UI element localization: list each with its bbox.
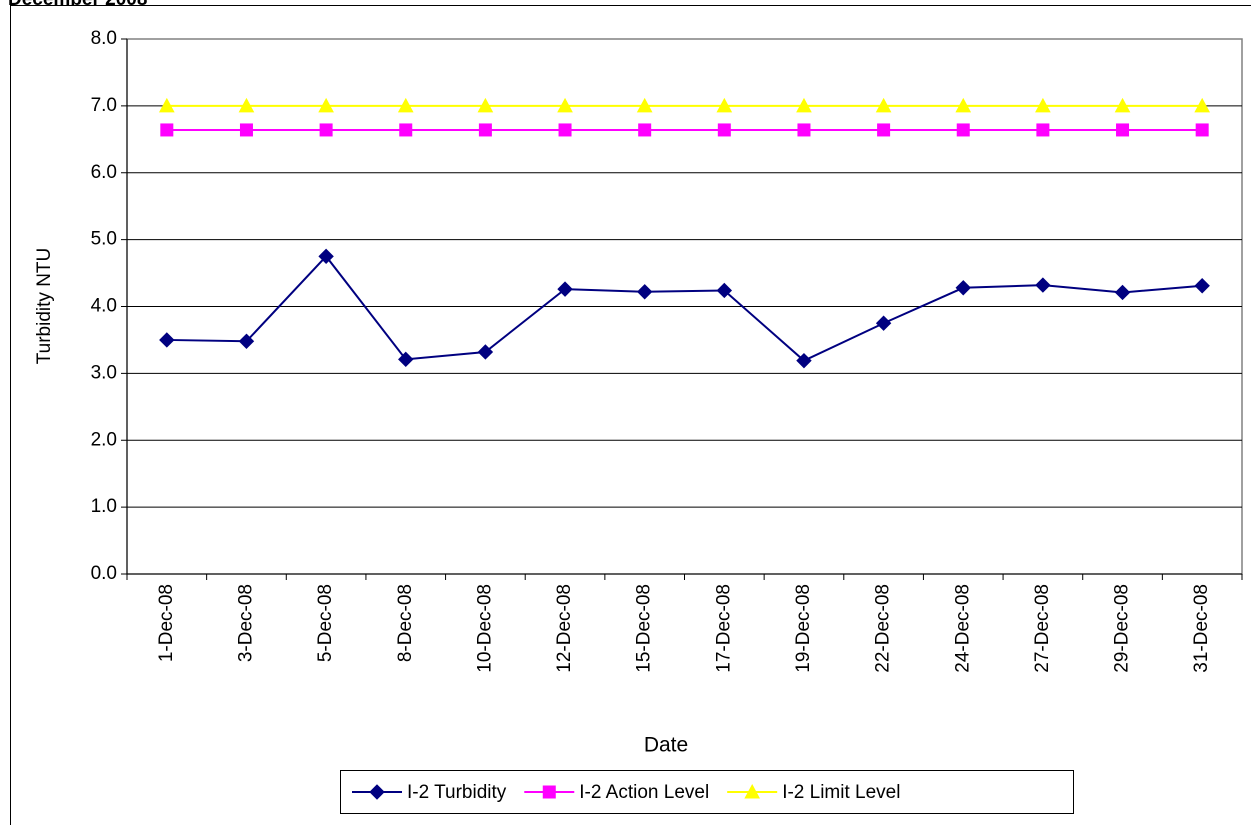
y-tick-label: 1.0 xyxy=(91,496,117,517)
y-axis-label: Turbidity NTU xyxy=(34,248,55,364)
point-marker xyxy=(558,123,572,137)
y-tick-label: 0.0 xyxy=(91,563,117,584)
point-marker xyxy=(636,97,653,113)
point-marker xyxy=(716,282,733,299)
point-marker xyxy=(557,97,573,113)
y-tick-label: 5.0 xyxy=(91,229,117,250)
point-marker xyxy=(875,315,892,331)
legend-box xyxy=(340,770,1074,814)
y-tick-label: 8.0 xyxy=(91,28,117,49)
point-marker xyxy=(744,783,761,799)
point-marker xyxy=(1114,97,1131,113)
legend-label: I-2 Action Level xyxy=(579,782,709,803)
series-line xyxy=(166,254,1203,362)
point-marker xyxy=(1036,123,1050,137)
point-marker xyxy=(877,123,891,137)
point-marker xyxy=(557,281,573,297)
legend-label: I-2 Limit Level xyxy=(782,782,900,803)
x-axis-label: Date xyxy=(644,734,688,757)
x-tick-label: 15-Dec-08 xyxy=(634,584,655,673)
point-marker xyxy=(158,97,175,113)
point-marker xyxy=(955,280,971,296)
legend: I-2 Turbidity I-2 Action Level I-2 Limit L… xyxy=(340,770,1074,814)
x-tick-label: 3-Dec-08 xyxy=(235,584,256,662)
point-marker xyxy=(716,97,733,113)
point-marker xyxy=(797,123,811,137)
x-tick-label: 12-Dec-08 xyxy=(554,584,575,673)
point-marker xyxy=(397,97,414,113)
point-marker xyxy=(717,123,731,137)
point-marker xyxy=(159,332,175,348)
point-marker xyxy=(955,97,972,113)
point-marker xyxy=(477,97,494,113)
y-tick-label: 4.0 xyxy=(91,296,117,317)
x-tick-label: 31-Dec-08 xyxy=(1191,584,1212,673)
x-tick-label: 5-Dec-08 xyxy=(315,584,336,662)
point-marker xyxy=(477,344,494,360)
series xyxy=(159,248,1210,369)
point-marker xyxy=(398,351,414,368)
point-marker xyxy=(160,123,174,137)
point-marker xyxy=(542,785,556,799)
point-marker xyxy=(636,284,653,300)
x-tick-label: 8-Dec-08 xyxy=(395,584,416,662)
point-marker xyxy=(1195,123,1209,137)
x-tick-label: 22-Dec-08 xyxy=(873,584,894,673)
y-tick-label: 2.0 xyxy=(91,429,117,450)
point-marker xyxy=(318,97,334,113)
point-marker xyxy=(1035,277,1051,293)
x-tick-label: 1-Dec-08 xyxy=(156,584,177,662)
x-tick-label: 24-Dec-08 xyxy=(952,584,973,673)
legend-label: I-2 Turbidity xyxy=(407,782,507,803)
point-marker xyxy=(239,123,253,137)
x-tick-label: 19-Dec-08 xyxy=(793,584,814,673)
x-tick-label: 29-Dec-08 xyxy=(1112,584,1133,673)
point-marker xyxy=(238,97,255,113)
y-tick-label: 7.0 xyxy=(91,95,117,116)
point-marker xyxy=(1114,284,1131,301)
point-marker xyxy=(319,123,333,137)
point-marker xyxy=(956,123,970,137)
series xyxy=(160,123,1209,137)
x-tick-label: 17-Dec-08 xyxy=(713,584,734,673)
point-marker xyxy=(1194,278,1210,294)
point-marker xyxy=(796,352,812,369)
point-marker xyxy=(1116,123,1130,137)
point-marker xyxy=(399,123,413,137)
point-marker xyxy=(369,784,385,800)
x-tick-label: 10-Dec-08 xyxy=(474,584,495,673)
point-marker xyxy=(875,97,892,113)
point-marker xyxy=(318,248,334,265)
point-marker xyxy=(796,97,812,113)
x-tick-label: 27-Dec-08 xyxy=(1032,584,1053,673)
y-tick-label: 6.0 xyxy=(91,162,117,183)
point-marker xyxy=(238,333,255,349)
y-tick-label: 3.0 xyxy=(91,362,117,383)
point-marker xyxy=(1194,97,1211,113)
point-marker xyxy=(1035,97,1051,113)
chart-title: December 2008 xyxy=(8,0,147,10)
series xyxy=(158,97,1211,113)
point-marker xyxy=(638,123,652,137)
point-marker xyxy=(478,123,492,137)
